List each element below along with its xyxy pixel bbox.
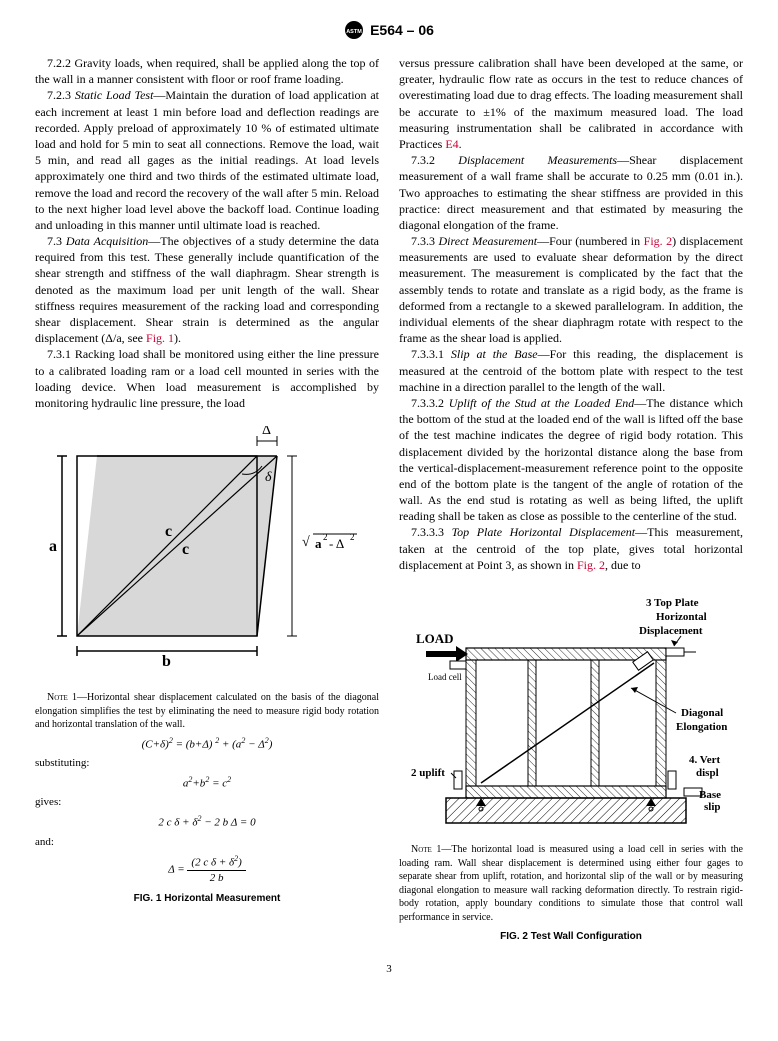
para-7-3-3-1: 7.3.3.1 Slip at the Base—For this readin… bbox=[399, 346, 743, 395]
svg-text:c: c bbox=[182, 541, 189, 558]
section-num: 7.3.3.2 bbox=[411, 396, 444, 410]
fig1-ref: Fig. 1 bbox=[146, 331, 174, 345]
fig2-diagram: LOAD Load cell 3 Top Plate bbox=[406, 588, 736, 838]
svg-text:slip: slip bbox=[704, 801, 721, 813]
designation: E564 – 06 bbox=[370, 21, 434, 40]
section-num: 7.3.1 bbox=[47, 347, 71, 361]
two-column-layout: 7.2.2 Gravity loads, when required, shal… bbox=[35, 55, 743, 944]
para-7-3-3-2: 7.3.3.2 Uplift of the Stud at the Loaded… bbox=[399, 395, 743, 525]
para-text: . bbox=[459, 137, 462, 151]
para-7-2-3: 7.2.3 Static Load Test—Maintain the dura… bbox=[35, 87, 379, 233]
section-title: Static Load Test bbox=[75, 88, 154, 102]
para-text: Racking load shall be monitored using ei… bbox=[35, 347, 379, 410]
section-num: 7.2.3 bbox=[47, 88, 71, 102]
section-title: Direct Measurement bbox=[439, 234, 538, 248]
eq2: a2+b2 = c2 bbox=[35, 775, 379, 792]
note-text: —The horizontal load is measured using a… bbox=[399, 844, 743, 923]
para-7-3-3: 7.3.3 Direct Measurement—Four (numbered … bbox=[399, 233, 743, 346]
svg-text:Base: Base bbox=[699, 789, 721, 801]
svg-text:2 uplift: 2 uplift bbox=[411, 767, 445, 779]
para-cont: versus pressure calibration shall have b… bbox=[399, 55, 743, 152]
svg-text:4. Vert: 4. Vert bbox=[689, 754, 721, 766]
note-label: Note 1 bbox=[411, 844, 441, 855]
svg-text:3 Top Plate: 3 Top Plate bbox=[646, 597, 699, 609]
para-7-3-1: 7.3.1 Racking load shall be monitored us… bbox=[35, 346, 379, 411]
section-num: 7.3 bbox=[47, 234, 62, 248]
section-title: Data Acquisition bbox=[66, 234, 148, 248]
figure-2: LOAD Load cell 3 Top Plate bbox=[399, 588, 743, 944]
svg-text:Displacement: Displacement bbox=[639, 625, 703, 637]
fig2-note: Note 1—The horizontal load is measured u… bbox=[399, 843, 743, 924]
section-num: 7.3.3.1 bbox=[411, 347, 444, 361]
eq4: Δ = (2 c δ + δ2)2 b bbox=[35, 854, 379, 886]
svg-text:a: a bbox=[315, 536, 322, 551]
section-num: 7.2.2 bbox=[47, 56, 71, 70]
svg-text:displ: displ bbox=[696, 767, 719, 779]
para-7-3-2: 7.3.2 Displacement Measurements—Shear di… bbox=[399, 152, 743, 233]
section-title: Top Plate Horizontal Displacement bbox=[452, 525, 636, 539]
eq-and-label: and: bbox=[35, 835, 379, 850]
fig1-caption: FIG. 1 Horizontal Measurement bbox=[35, 892, 379, 906]
fig2-caption: FIG. 2 Test Wall Configuration bbox=[399, 930, 743, 944]
fig2-ref2: Fig. 2 bbox=[577, 558, 605, 572]
svg-text:- Δ: - Δ bbox=[329, 536, 344, 551]
eq3: 2 c δ + δ2 − 2 b Δ = 0 bbox=[35, 814, 379, 831]
para-7-3: 7.3 Data Acquisition—The objectives of a… bbox=[35, 233, 379, 346]
para-text: Gravity loads, when required, shall be a… bbox=[35, 56, 379, 86]
para-text: —Maintain the duration of load applicati… bbox=[35, 88, 379, 232]
load-label: LOAD bbox=[416, 631, 454, 646]
fig1-note: Note 1—Horizontal shear displacement cal… bbox=[35, 691, 379, 732]
svg-text:Δ: Δ bbox=[262, 426, 271, 438]
para-7-2-2: 7.2.2 Gravity loads, when required, shal… bbox=[35, 55, 379, 87]
svg-text:b: b bbox=[162, 653, 171, 670]
section-num: 7.3.3 bbox=[411, 234, 435, 248]
eq1: (C+δ)2 = (b+Δ) 2 + (a2 − Δ2) bbox=[35, 736, 379, 753]
para-text: ). bbox=[174, 331, 181, 345]
left-column: 7.2.2 Gravity loads, when required, shal… bbox=[35, 55, 379, 944]
figure-1: δ Δ a b c c bbox=[35, 426, 379, 905]
e4-ref: E4 bbox=[445, 137, 458, 151]
right-column: versus pressure calibration shall have b… bbox=[399, 55, 743, 944]
para-text: —Four (numbered in bbox=[537, 234, 644, 248]
para-text: —The distance which the bottom of the st… bbox=[399, 396, 743, 523]
svg-text:2: 2 bbox=[350, 532, 355, 542]
svg-text:Elongation: Elongation bbox=[676, 721, 727, 733]
fig2-ref: Fig. 2 bbox=[644, 234, 673, 248]
para-7-3-3-3: 7.3.3.3 Top Plate Horizontal Displacemen… bbox=[399, 524, 743, 573]
astm-logo: ASTM bbox=[344, 20, 364, 40]
para-text: , due to bbox=[605, 558, 641, 572]
section-title: Displacement Measurements bbox=[458, 153, 617, 167]
eq-gives-label: gives: bbox=[35, 795, 379, 810]
svg-text:ASTM: ASTM bbox=[346, 29, 362, 35]
svg-text:Diagonal: Diagonal bbox=[681, 707, 723, 719]
svg-text:δ: δ bbox=[265, 470, 272, 485]
svg-text:2: 2 bbox=[323, 532, 328, 542]
page-header: ASTM E564 – 06 bbox=[35, 20, 743, 40]
svg-text:Horizontal: Horizontal bbox=[656, 611, 707, 623]
section-num: 7.3.2 bbox=[411, 153, 435, 167]
svg-text:√: √ bbox=[302, 535, 310, 550]
para-text: ) displacement measurements are used to … bbox=[399, 234, 743, 345]
loadcell-label: Load cell bbox=[428, 672, 462, 682]
para-text: —The objectives of a study determine the… bbox=[35, 234, 379, 345]
note-text: —Horizontal shear displacement calculate… bbox=[35, 692, 379, 730]
section-num: 7.3.3.3 bbox=[411, 525, 444, 539]
section-title: Slip at the Base bbox=[451, 347, 538, 361]
eq-sub-label: substituting: bbox=[35, 756, 379, 771]
svg-text:c: c bbox=[165, 523, 172, 540]
fig1-diagram: δ Δ a b c c bbox=[47, 426, 367, 686]
svg-text:a: a bbox=[49, 538, 57, 555]
page-number: 3 bbox=[35, 962, 743, 977]
note-label: Note 1 bbox=[47, 692, 77, 703]
section-title: Uplift of the Stud at the Loaded End bbox=[449, 396, 635, 410]
